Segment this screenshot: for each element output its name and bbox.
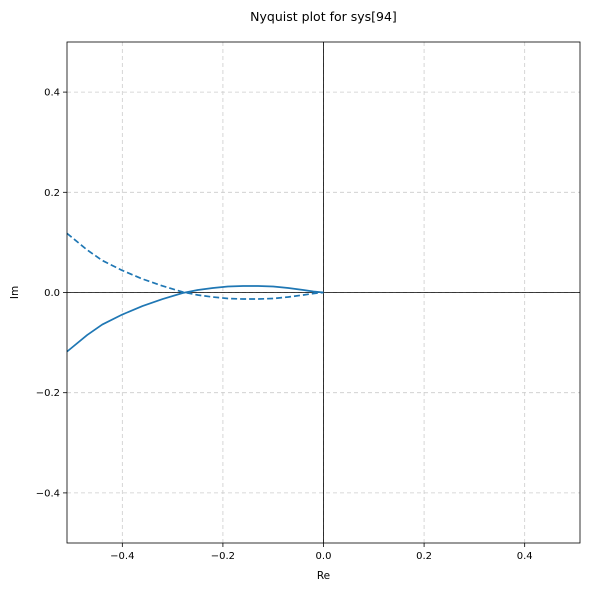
chart-title: Nyquist plot for sys[94] — [250, 9, 397, 24]
y-axis-ticks: −0.4 −0.2 0.0 0.2 0.4 — [36, 88, 67, 499]
x-tick-label-0: −0.4 — [110, 551, 134, 562]
x-tick-label-1: −0.2 — [211, 551, 235, 562]
nyquist-curve-dashed — [66, 232, 324, 300]
y-tick-label-0: −0.4 — [36, 488, 60, 499]
x-tick-label-4: 0.4 — [517, 551, 533, 562]
y-tick-label-1: −0.2 — [36, 388, 60, 399]
series-layer — [66, 232, 324, 353]
y-axis-label: Im — [9, 286, 21, 299]
nyquist-curve-solid — [66, 285, 324, 353]
x-axis-label: Re — [317, 570, 330, 582]
y-tick-label-2: 0.0 — [44, 288, 60, 299]
y-tick-label-3: 0.2 — [44, 188, 60, 199]
x-tick-label-2: 0.0 — [316, 551, 332, 562]
x-axis-ticks: −0.4 −0.2 0.0 0.2 0.4 — [110, 543, 533, 562]
x-tick-label-3: 0.2 — [416, 551, 432, 562]
y-tick-label-4: 0.4 — [44, 88, 60, 99]
